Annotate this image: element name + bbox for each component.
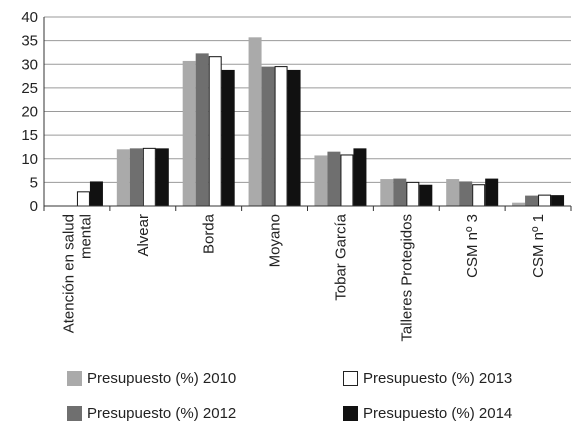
y-tick-label: 20 [21,104,38,121]
x-tick-label: Atención en salud [60,214,77,333]
y-tick-label: 0 [30,198,38,215]
legend-item-2012: Presupuesto (%) 2012 [67,405,236,422]
bar [512,202,526,206]
y-tick-label: 35 [21,33,38,50]
bar [525,195,539,206]
bar [353,148,367,206]
bar [406,181,420,207]
x-tick-label: CSM nº 1 [530,214,547,278]
legend-item-2014: Presupuesto (%) 2014 [343,405,512,422]
bar [208,56,222,207]
x-tick-label: Moyano [267,214,284,267]
bar [129,148,143,206]
legend: Presupuesto (%) 2010 Presupuesto (%) 201… [0,362,572,424]
y-tick-label: 10 [21,151,38,168]
x-tick-label: mental [77,214,94,259]
y-tick-label: 30 [21,56,38,73]
bar [472,184,486,207]
legend-item-2013: Presupuesto (%) 2013 [343,370,512,387]
legend-item-2010: Presupuesto (%) 2010 [67,370,236,387]
bar [221,69,235,206]
bar [142,147,156,207]
bar [287,69,301,206]
bar [116,149,130,206]
bar [274,66,288,207]
x-tick-label: CSM nº 3 [464,214,481,278]
x-tick-label: Talleres Protegidos [398,214,415,342]
bar [76,191,90,207]
bar [195,53,209,206]
bar [459,181,473,206]
bar [485,178,499,206]
y-axis: 0 5 10 15 20 25 30 35 40 [21,9,38,215]
bar [340,154,354,207]
x-axis: Atención en salud mental Alvear Borda Moyano… [60,213,547,341]
bar [538,194,552,207]
bar [89,181,103,206]
bar [314,155,328,206]
x-tick-label: Alvear [135,214,152,257]
bar [419,184,433,206]
y-tick-label: 25 [21,80,38,97]
bar [446,179,460,206]
bar [155,148,169,206]
legend-label-2014: Presupuesto (%) 2014 [363,405,513,422]
y-tick-label: 40 [21,9,38,26]
bar [182,60,196,206]
bar [393,178,407,206]
bars [76,37,565,207]
bar [327,151,341,206]
legend-swatch-2010 [67,371,82,386]
axes [43,17,572,211]
bar [248,37,262,206]
bar [551,195,565,206]
bar [380,179,394,206]
y-tick-label: 15 [21,127,38,144]
bar [261,66,275,206]
x-tick-label: Tobar García [332,213,349,300]
legend-label-2010: Presupuesto (%) 2010 [87,370,237,387]
legend-swatch-2013 [343,371,358,386]
x-tick-label: Borda [201,213,218,254]
legend-label-2013: Presupuesto (%) 2013 [363,370,513,387]
legend-swatch-2012 [67,406,82,421]
legend-label-2012: Presupuesto (%) 2012 [87,405,237,422]
y-tick-label: 5 [30,174,38,191]
legend-swatch-2014 [343,406,358,421]
